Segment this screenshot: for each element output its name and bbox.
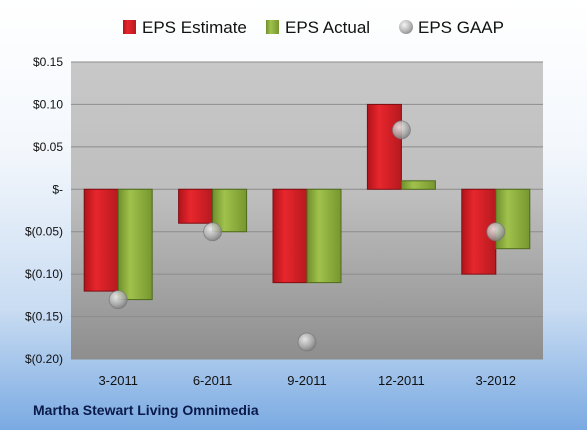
legend-swatch <box>123 20 136 34</box>
eps-actual-bar <box>117 188 153 301</box>
eps-actual-bar <box>400 180 436 190</box>
y-tick-label: $(0.15) <box>25 310 63 324</box>
y-tick-label: $- <box>52 182 63 196</box>
eps-gaap-marker <box>486 222 506 242</box>
y-tick-label: $(0.05) <box>25 225 63 239</box>
eps-gaap-marker <box>391 120 411 140</box>
eps-estimate-bar <box>178 188 214 224</box>
y-axis: $0.15 $0.10 $0.05 $- $(0.05) $(0.10) $(0.15) $(… <box>25 55 63 366</box>
eps-estimate-bar <box>83 188 119 292</box>
legend-label: EPS Actual <box>285 18 370 37</box>
x-tick-label: 3-2012 <box>476 373 516 388</box>
legend-item-eps-actual: EPS Actual <box>266 18 370 37</box>
y-tick-label: $(0.20) <box>25 352 63 366</box>
eps-gaap-marker <box>203 222 223 242</box>
y-tick-label: $0.05 <box>33 140 63 154</box>
eps-gaap-marker <box>108 290 128 310</box>
x-tick-label: 12-2011 <box>378 373 425 388</box>
y-tick-label: $0.15 <box>33 55 63 69</box>
legend: EPS Estimate EPS Actual EPS GAAP <box>123 18 504 37</box>
bars <box>83 103 531 301</box>
y-tick-label: $0.10 <box>33 97 63 111</box>
legend-item-eps-gaap: EPS GAAP <box>399 18 504 37</box>
legend-label: EPS Estimate <box>142 18 247 37</box>
legend-swatch <box>399 20 413 34</box>
x-axis: 3-2011 6-2011 9-2011 12-2011 3-2012 <box>98 373 516 388</box>
gaap-markers <box>108 120 506 352</box>
company-name: Martha Stewart Living Omnimedia <box>33 402 259 418</box>
legend-item-eps-estimate: EPS Estimate <box>123 18 247 37</box>
eps-estimate-bar <box>272 188 308 284</box>
x-tick-label: 3-2011 <box>98 373 138 388</box>
x-tick-label: 6-2011 <box>193 373 233 388</box>
eps-gaap-marker <box>297 332 317 352</box>
y-tick-label: $(0.10) <box>25 267 63 281</box>
legend-label: EPS GAAP <box>418 18 504 37</box>
eps-estimate-bar <box>366 103 402 190</box>
eps-actual-bar <box>495 188 531 250</box>
eps-actual-bar <box>306 188 342 284</box>
legend-swatch <box>266 20 279 34</box>
x-tick-label: 9-2011 <box>287 373 327 388</box>
